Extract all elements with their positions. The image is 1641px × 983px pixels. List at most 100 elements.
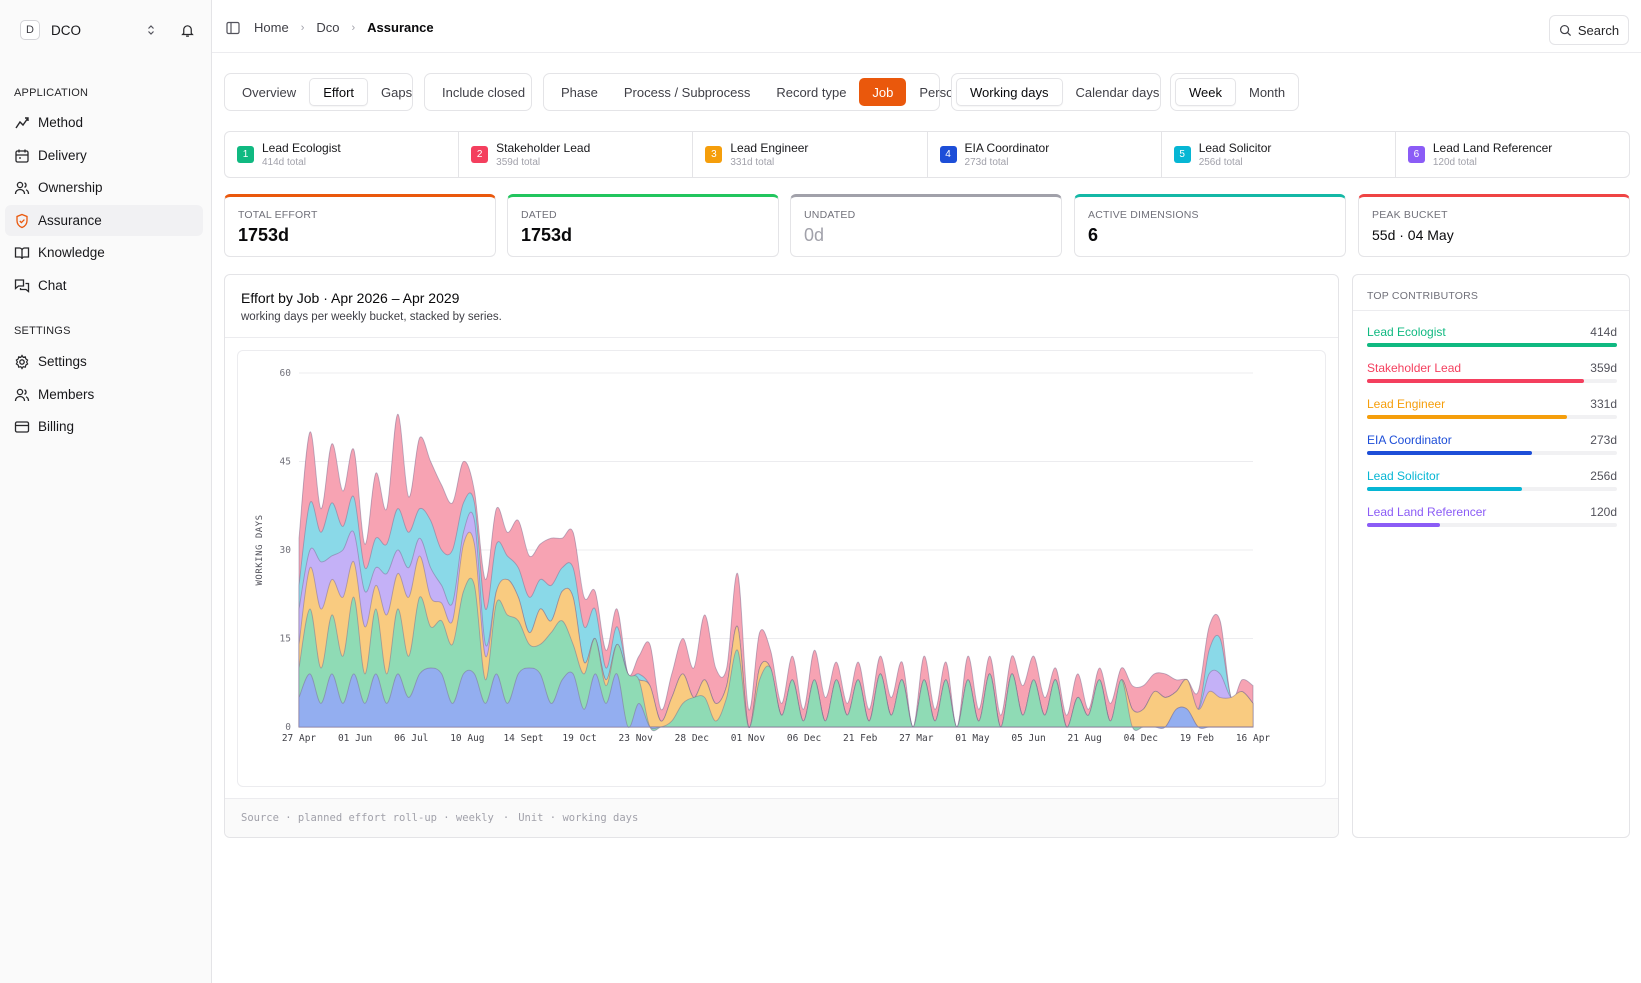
x-tick-label: 27 Mar bbox=[899, 733, 934, 744]
kpi-value: 1753d bbox=[238, 225, 290, 245]
chart-subtitle: working days per weekly bucket, stacked … bbox=[241, 311, 502, 323]
view-toggle: Overview Effort Gaps bbox=[224, 73, 413, 111]
dimension-toggle: Phase Process / Subprocess Record type J… bbox=[543, 73, 961, 111]
breadcrumb-home[interactable]: Home bbox=[254, 20, 289, 35]
x-tick-label: 19 Feb bbox=[1180, 733, 1215, 744]
chevron-right-icon: › bbox=[300, 21, 305, 34]
x-tick-label: 19 Oct bbox=[562, 733, 596, 744]
legend-name: Lead Ecologist bbox=[262, 141, 341, 155]
card-icon bbox=[14, 419, 30, 435]
tab-overview[interactable]: Overview bbox=[242, 84, 297, 100]
sidebar-item-label: Chat bbox=[38, 278, 67, 293]
contributor-item[interactable]: Lead Ecologist 414d bbox=[1367, 325, 1617, 355]
x-tick-label: 21 Feb bbox=[843, 733, 878, 744]
y-tick-label: 60 bbox=[280, 368, 292, 379]
sidebar-item-settings[interactable]: Settings bbox=[5, 346, 203, 377]
kpi-value: 55d · 04 May bbox=[1372, 227, 1454, 243]
kpi-label: TOTAL EFFORT bbox=[238, 209, 318, 221]
contributor-item[interactable]: Lead Solicitor 256d bbox=[1367, 469, 1617, 499]
chevrons-up-down-icon[interactable] bbox=[142, 21, 160, 39]
contributor-bar-track bbox=[1367, 487, 1617, 491]
tab-effort[interactable]: Effort bbox=[309, 78, 369, 106]
kpi-label: PEAK BUCKET bbox=[1372, 209, 1448, 221]
tab-gaps[interactable]: Gaps bbox=[381, 84, 413, 100]
search-label: Search bbox=[1577, 22, 1620, 38]
contributor-item[interactable]: Lead Engineer 331d bbox=[1367, 397, 1617, 427]
legend-total: 120d total bbox=[1432, 157, 1477, 168]
dimension-phase[interactable]: Phase bbox=[561, 84, 598, 100]
contributor-bar-fill bbox=[1367, 415, 1567, 419]
legend-name: Lead Engineer bbox=[730, 141, 809, 155]
legend-total: 256d total bbox=[1198, 157, 1243, 168]
legend-number-badge: 4 bbox=[939, 146, 957, 163]
contributor-value: 256d bbox=[1590, 469, 1617, 483]
contributor-value: 414d bbox=[1590, 325, 1617, 339]
sidebar-item-label: Members bbox=[38, 387, 95, 402]
contributor-value: 359d bbox=[1590, 361, 1617, 375]
y-tick-label: 30 bbox=[280, 545, 292, 556]
sidebar-item-delivery[interactable]: Delivery bbox=[5, 140, 203, 171]
x-tick-label: 04 Dec bbox=[1124, 733, 1158, 744]
sidebar-item-assurance[interactable]: Assurance bbox=[5, 205, 203, 236]
legend-item-lead-land-referencer[interactable]: 6 Lead Land Referencer 120d total bbox=[1396, 132, 1629, 177]
contributor-bar-track bbox=[1367, 343, 1617, 347]
contributor-bar-fill bbox=[1367, 451, 1532, 455]
kpi-label: DATED bbox=[521, 209, 557, 221]
legend-item-stakeholder-lead[interactable]: 2 Stakeholder Lead 359d total bbox=[459, 132, 694, 177]
shield-icon bbox=[14, 213, 30, 229]
legend-name: Stakeholder Lead bbox=[496, 141, 591, 155]
legend-name: Lead Land Referencer bbox=[1432, 141, 1553, 155]
breadcrumb-current: Assurance bbox=[367, 20, 434, 35]
workspace-switcher[interactable]: D DCO bbox=[20, 19, 196, 41]
contributor-bar-fill bbox=[1367, 523, 1440, 527]
bell-icon[interactable] bbox=[178, 21, 196, 39]
contributor-bar-track bbox=[1367, 523, 1617, 527]
month-option[interactable]: Month bbox=[1249, 84, 1286, 100]
contributor-name: Lead Land Referencer bbox=[1367, 505, 1487, 519]
include-closed-button[interactable]: Include closed bbox=[442, 84, 526, 100]
separator-dot: · bbox=[502, 812, 510, 824]
sidebar-item-chat[interactable]: Chat bbox=[5, 270, 203, 301]
chart-title: Effort by Job · Apr 2026 – Apr 2029 bbox=[241, 290, 460, 306]
sidebar-item-members[interactable]: Members bbox=[5, 379, 203, 410]
sidebar-item-ownership[interactable]: Ownership bbox=[5, 172, 203, 203]
breadcrumb-dco[interactable]: Dco bbox=[316, 20, 340, 35]
dimension-record-type[interactable]: Record type bbox=[776, 84, 847, 100]
contributor-name: Lead Ecologist bbox=[1367, 325, 1446, 339]
contributor-name: Lead Engineer bbox=[1367, 397, 1446, 411]
sidebar-item-billing[interactable]: Billing bbox=[5, 411, 203, 442]
legend-number-badge: 2 bbox=[471, 146, 489, 163]
working-days-option[interactable]: Working days bbox=[956, 78, 1063, 106]
contributor-item[interactable]: Stakeholder Lead 359d bbox=[1367, 361, 1617, 391]
legend-item-lead-engineer[interactable]: 3 Lead Engineer 331d total bbox=[693, 132, 928, 177]
y-tick-label: 45 bbox=[280, 457, 291, 468]
kpi-label: ACTIVE DIMENSIONS bbox=[1088, 209, 1199, 221]
area-series-eia-coordinator bbox=[298, 667, 1253, 730]
sidebar-item-label: Delivery bbox=[38, 148, 87, 163]
sidebar-item-method[interactable]: Method bbox=[5, 107, 203, 138]
dimension-process[interactable]: Process / Subprocess bbox=[623, 84, 751, 100]
calendar-days-option[interactable]: Calendar days bbox=[1075, 84, 1160, 100]
contributor-name: Stakeholder Lead bbox=[1367, 361, 1462, 375]
legend-name: EIA Coordinator bbox=[964, 141, 1050, 155]
y-axis-label: WORKING DAYS bbox=[255, 514, 265, 585]
legend-item-eia-coordinator[interactable]: 4 EIA Coordinator 273d total bbox=[928, 132, 1162, 177]
sidebar-item-knowledge[interactable]: Knowledge bbox=[5, 237, 203, 268]
search-button[interactable]: Search bbox=[1549, 15, 1629, 45]
contributor-value: 120d bbox=[1590, 505, 1617, 519]
dimension-job[interactable]: Job bbox=[859, 78, 907, 106]
workspace-avatar: D bbox=[20, 20, 40, 40]
contributor-item[interactable]: Lead Land Referencer 120d bbox=[1367, 505, 1617, 535]
legend-item-lead-ecologist[interactable]: 1 Lead Ecologist 414d total bbox=[225, 132, 460, 177]
sidebar-item-label: Settings bbox=[38, 354, 87, 369]
contributor-bar-track bbox=[1367, 415, 1617, 419]
sidebar: D DCO APPLICATION Method Delivery Owners… bbox=[0, 0, 212, 983]
x-tick-label: 10 Aug bbox=[450, 733, 484, 744]
legend-item-lead-solicitor[interactable]: 5 Lead Solicitor 256d total bbox=[1162, 132, 1396, 177]
method-icon bbox=[14, 115, 30, 131]
week-option[interactable]: Week bbox=[1175, 78, 1236, 106]
contributor-item[interactable]: EIA Coordinator 273d bbox=[1367, 433, 1617, 463]
sidebar-toggle-icon[interactable] bbox=[226, 21, 240, 35]
contributor-name: EIA Coordinator bbox=[1367, 433, 1452, 447]
dimension-person[interactable]: Person bbox=[919, 84, 961, 100]
